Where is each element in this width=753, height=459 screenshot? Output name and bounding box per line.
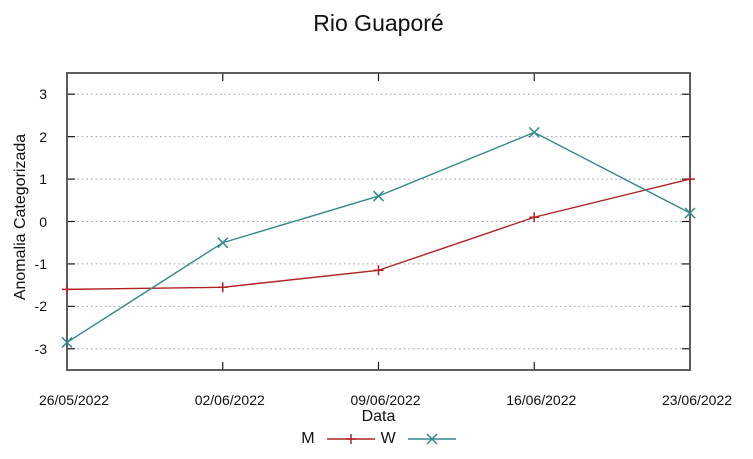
series-line-W xyxy=(66,131,691,344)
x-tick-label: 02/06/2022 xyxy=(194,392,265,408)
cross-marker-icon xyxy=(61,336,73,348)
legend-label-w: W xyxy=(380,430,396,447)
series-W xyxy=(61,126,696,348)
cross-marker-icon xyxy=(407,433,456,445)
x-tick-label: 26/05/2022 xyxy=(38,392,110,408)
cross-marker-icon xyxy=(528,126,540,138)
y-tick-label: 0 xyxy=(39,213,47,230)
cross-marker-icon xyxy=(684,207,696,219)
plus-marker-icon xyxy=(326,434,375,444)
y-tick-label: -3 xyxy=(34,340,47,357)
cross-marker-icon xyxy=(426,433,438,445)
y-tick-label: 1 xyxy=(39,171,47,188)
x-tick-label: 09/06/2022 xyxy=(350,392,421,408)
y-tick-label: 2 xyxy=(39,128,47,145)
y-tick-label: 3 xyxy=(39,86,47,103)
y-tick-label: -1 xyxy=(34,255,47,272)
cross-marker-icon xyxy=(372,190,385,202)
plot-border xyxy=(66,72,691,371)
x-tick-label: 16/06/2022 xyxy=(506,392,577,408)
legend-label-m: M xyxy=(301,430,315,447)
y-tick-label: -2 xyxy=(34,298,47,315)
series-M xyxy=(62,174,695,295)
legend-item-w: W xyxy=(381,430,456,448)
legend: M W xyxy=(0,430,753,448)
x-tick-label: 23/06/2022 xyxy=(661,392,733,408)
cross-marker-icon xyxy=(217,237,229,249)
legend-item-m: M xyxy=(301,430,375,448)
x-axis-label: Data xyxy=(361,408,396,425)
chart-title: Rio Guaporé xyxy=(313,10,444,36)
